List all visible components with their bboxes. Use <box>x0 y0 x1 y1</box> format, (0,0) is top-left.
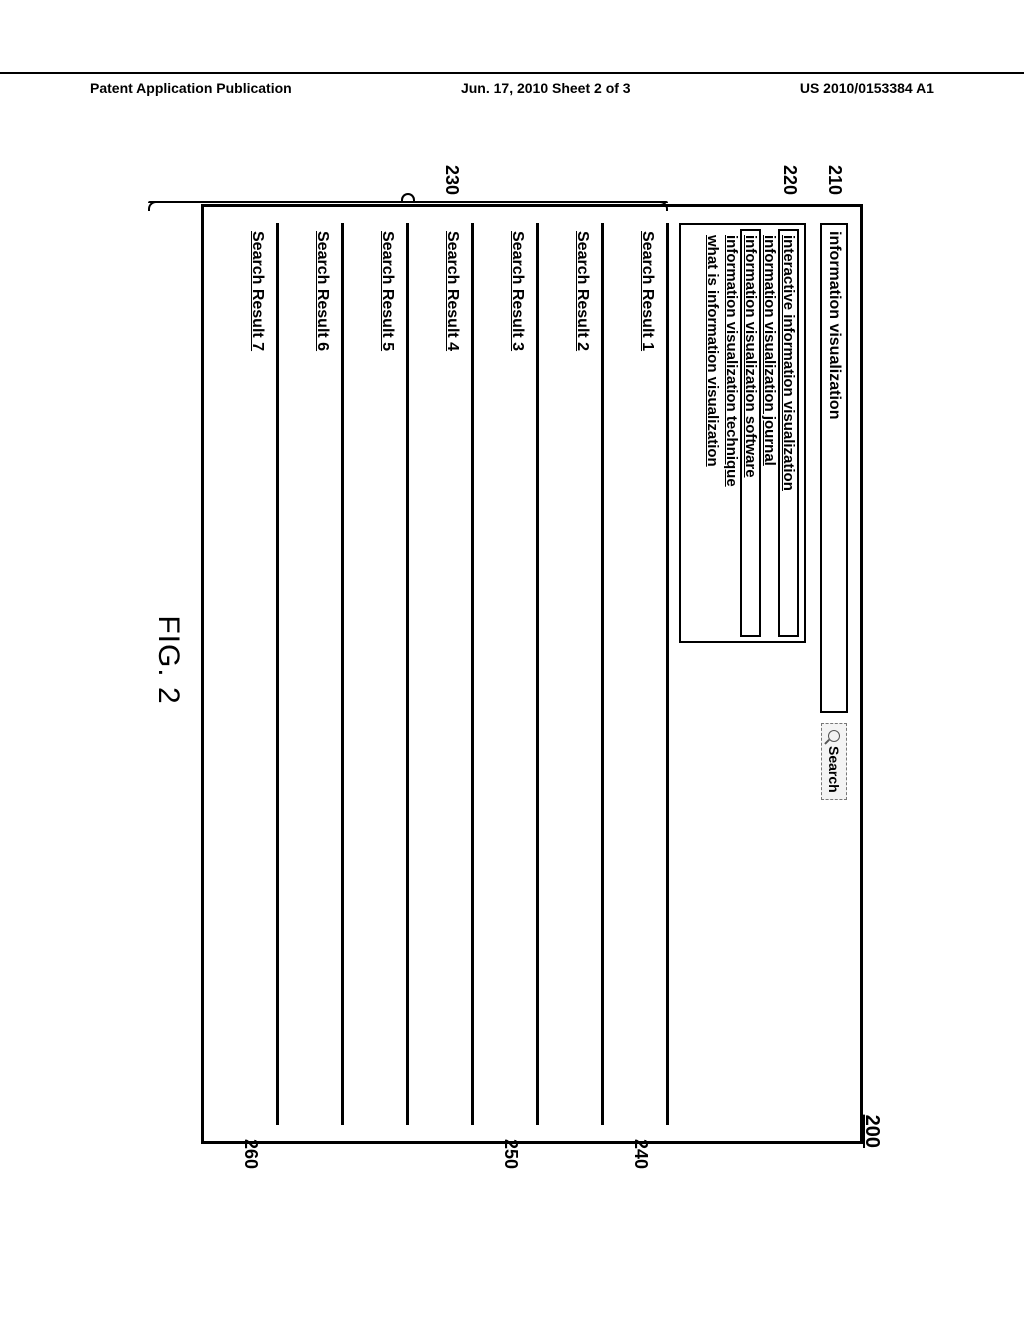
search-query-text: information visualization <box>825 231 843 419</box>
ref-220: 220 <box>779 165 800 195</box>
header-right: US 2010/0153384 A1 <box>800 80 934 96</box>
suggestions-box: interactive information visualization in… <box>679 223 806 643</box>
result-row-7: Search Result 7 <box>214 223 279 1125</box>
search-ui-frame: 210 220 230 information visualization Se… <box>201 204 863 1144</box>
result-row-3: Search Result 3 <box>474 223 539 1125</box>
result-row-4: Search Result 4 <box>409 223 474 1125</box>
result-row-5: Search Result 5 <box>344 223 409 1125</box>
ref-250: 250 <box>500 1139 521 1169</box>
result-link-5[interactable]: Search Result 5 <box>379 231 396 351</box>
bracket-230 <box>148 193 668 211</box>
result-link-2[interactable]: Search Result 2 <box>574 231 591 351</box>
result-link-4[interactable]: Search Result 4 <box>444 231 461 351</box>
search-icon <box>828 730 840 742</box>
search-button[interactable]: Search <box>821 723 847 800</box>
search-button-label: Search <box>826 746 842 793</box>
suggestion-5[interactable]: what is information visualization <box>703 225 722 641</box>
suggestion-2[interactable]: information visualization journal <box>760 225 779 641</box>
ref-260: 260 <box>240 1139 261 1169</box>
result-link-7[interactable]: Search Result 7 <box>249 231 266 351</box>
header-center: Jun. 17, 2010 Sheet 2 of 3 <box>461 80 631 96</box>
ref-240: 240 <box>630 1139 651 1169</box>
result-row-6: Search Result 6 <box>279 223 344 1125</box>
ref-200: 200 <box>860 1115 883 1148</box>
result-link-3[interactable]: Search Result 3 <box>509 231 526 351</box>
result-row-1: Search Result 1 <box>604 223 669 1125</box>
result-link-6[interactable]: Search Result 6 <box>314 231 331 351</box>
page-header: Patent Application Publication Jun. 17, … <box>0 72 1024 96</box>
search-input[interactable]: information visualization <box>820 223 848 713</box>
figure-200: 200 210 220 230 information visualizatio… <box>151 170 873 1150</box>
ref-210: 210 <box>824 165 845 195</box>
suggestion-3[interactable]: information visualization software <box>741 225 760 641</box>
result-link-1[interactable]: Search Result 1 <box>639 231 656 351</box>
figure-label: FIG. 2 <box>151 170 185 1150</box>
suggestion-1[interactable]: interactive information visualization <box>779 225 798 641</box>
header-left: Patent Application Publication <box>90 80 292 96</box>
results-list: Search Result 1 240 Search Result 2 Sear… <box>214 223 669 1125</box>
result-row-2: Search Result 2 <box>539 223 604 1125</box>
suggestion-4[interactable]: information visualization technique <box>722 225 741 641</box>
ref-230: 230 <box>441 165 462 195</box>
